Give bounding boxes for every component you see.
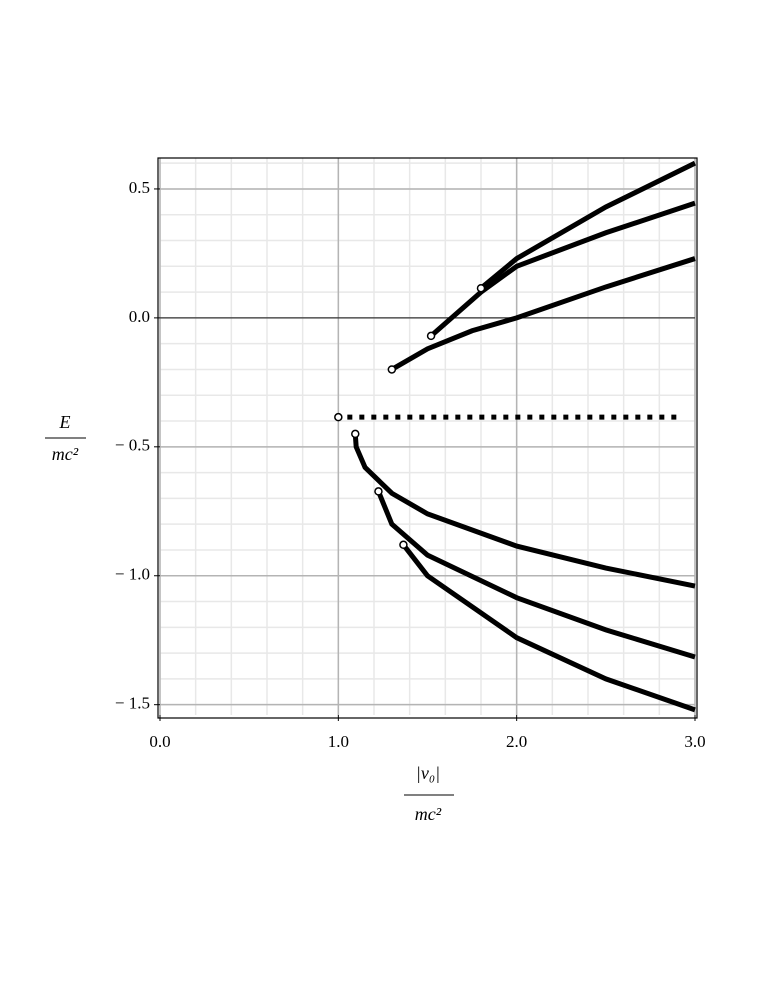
- curve: [352, 433, 696, 589]
- y-tick-label: − 1.5: [115, 694, 150, 713]
- y-tick-label: 0.5: [129, 178, 150, 197]
- x-tick-label: 0.0: [149, 732, 170, 751]
- curve: [401, 543, 696, 713]
- start-marker: [374, 487, 383, 496]
- curve: [429, 200, 696, 338]
- x-tick-label: 3.0: [684, 732, 705, 751]
- y-tick-label: − 0.5: [115, 436, 150, 455]
- x-tick-label: 2.0: [506, 732, 527, 751]
- y-label-numerator: E: [59, 412, 71, 432]
- x-label-numerator: |v₀|: [416, 763, 440, 783]
- x-tick-label: 1.0: [328, 732, 349, 751]
- curve: [390, 256, 696, 372]
- y-tick-label: − 1.0: [115, 565, 150, 584]
- start-marker: [426, 331, 436, 341]
- x-label-denominator: mc²: [415, 804, 442, 824]
- y-tick-label: 0.0: [129, 307, 150, 326]
- y-label-denominator: mc²: [52, 444, 79, 464]
- curve: [376, 490, 696, 660]
- start-marker: [476, 283, 486, 293]
- start-marker: [399, 540, 408, 550]
- start-marker: [351, 429, 360, 439]
- curve: [479, 160, 697, 291]
- plot-frame: [157, 157, 698, 719]
- start-marker: [334, 412, 343, 422]
- start-marker: [387, 365, 397, 374]
